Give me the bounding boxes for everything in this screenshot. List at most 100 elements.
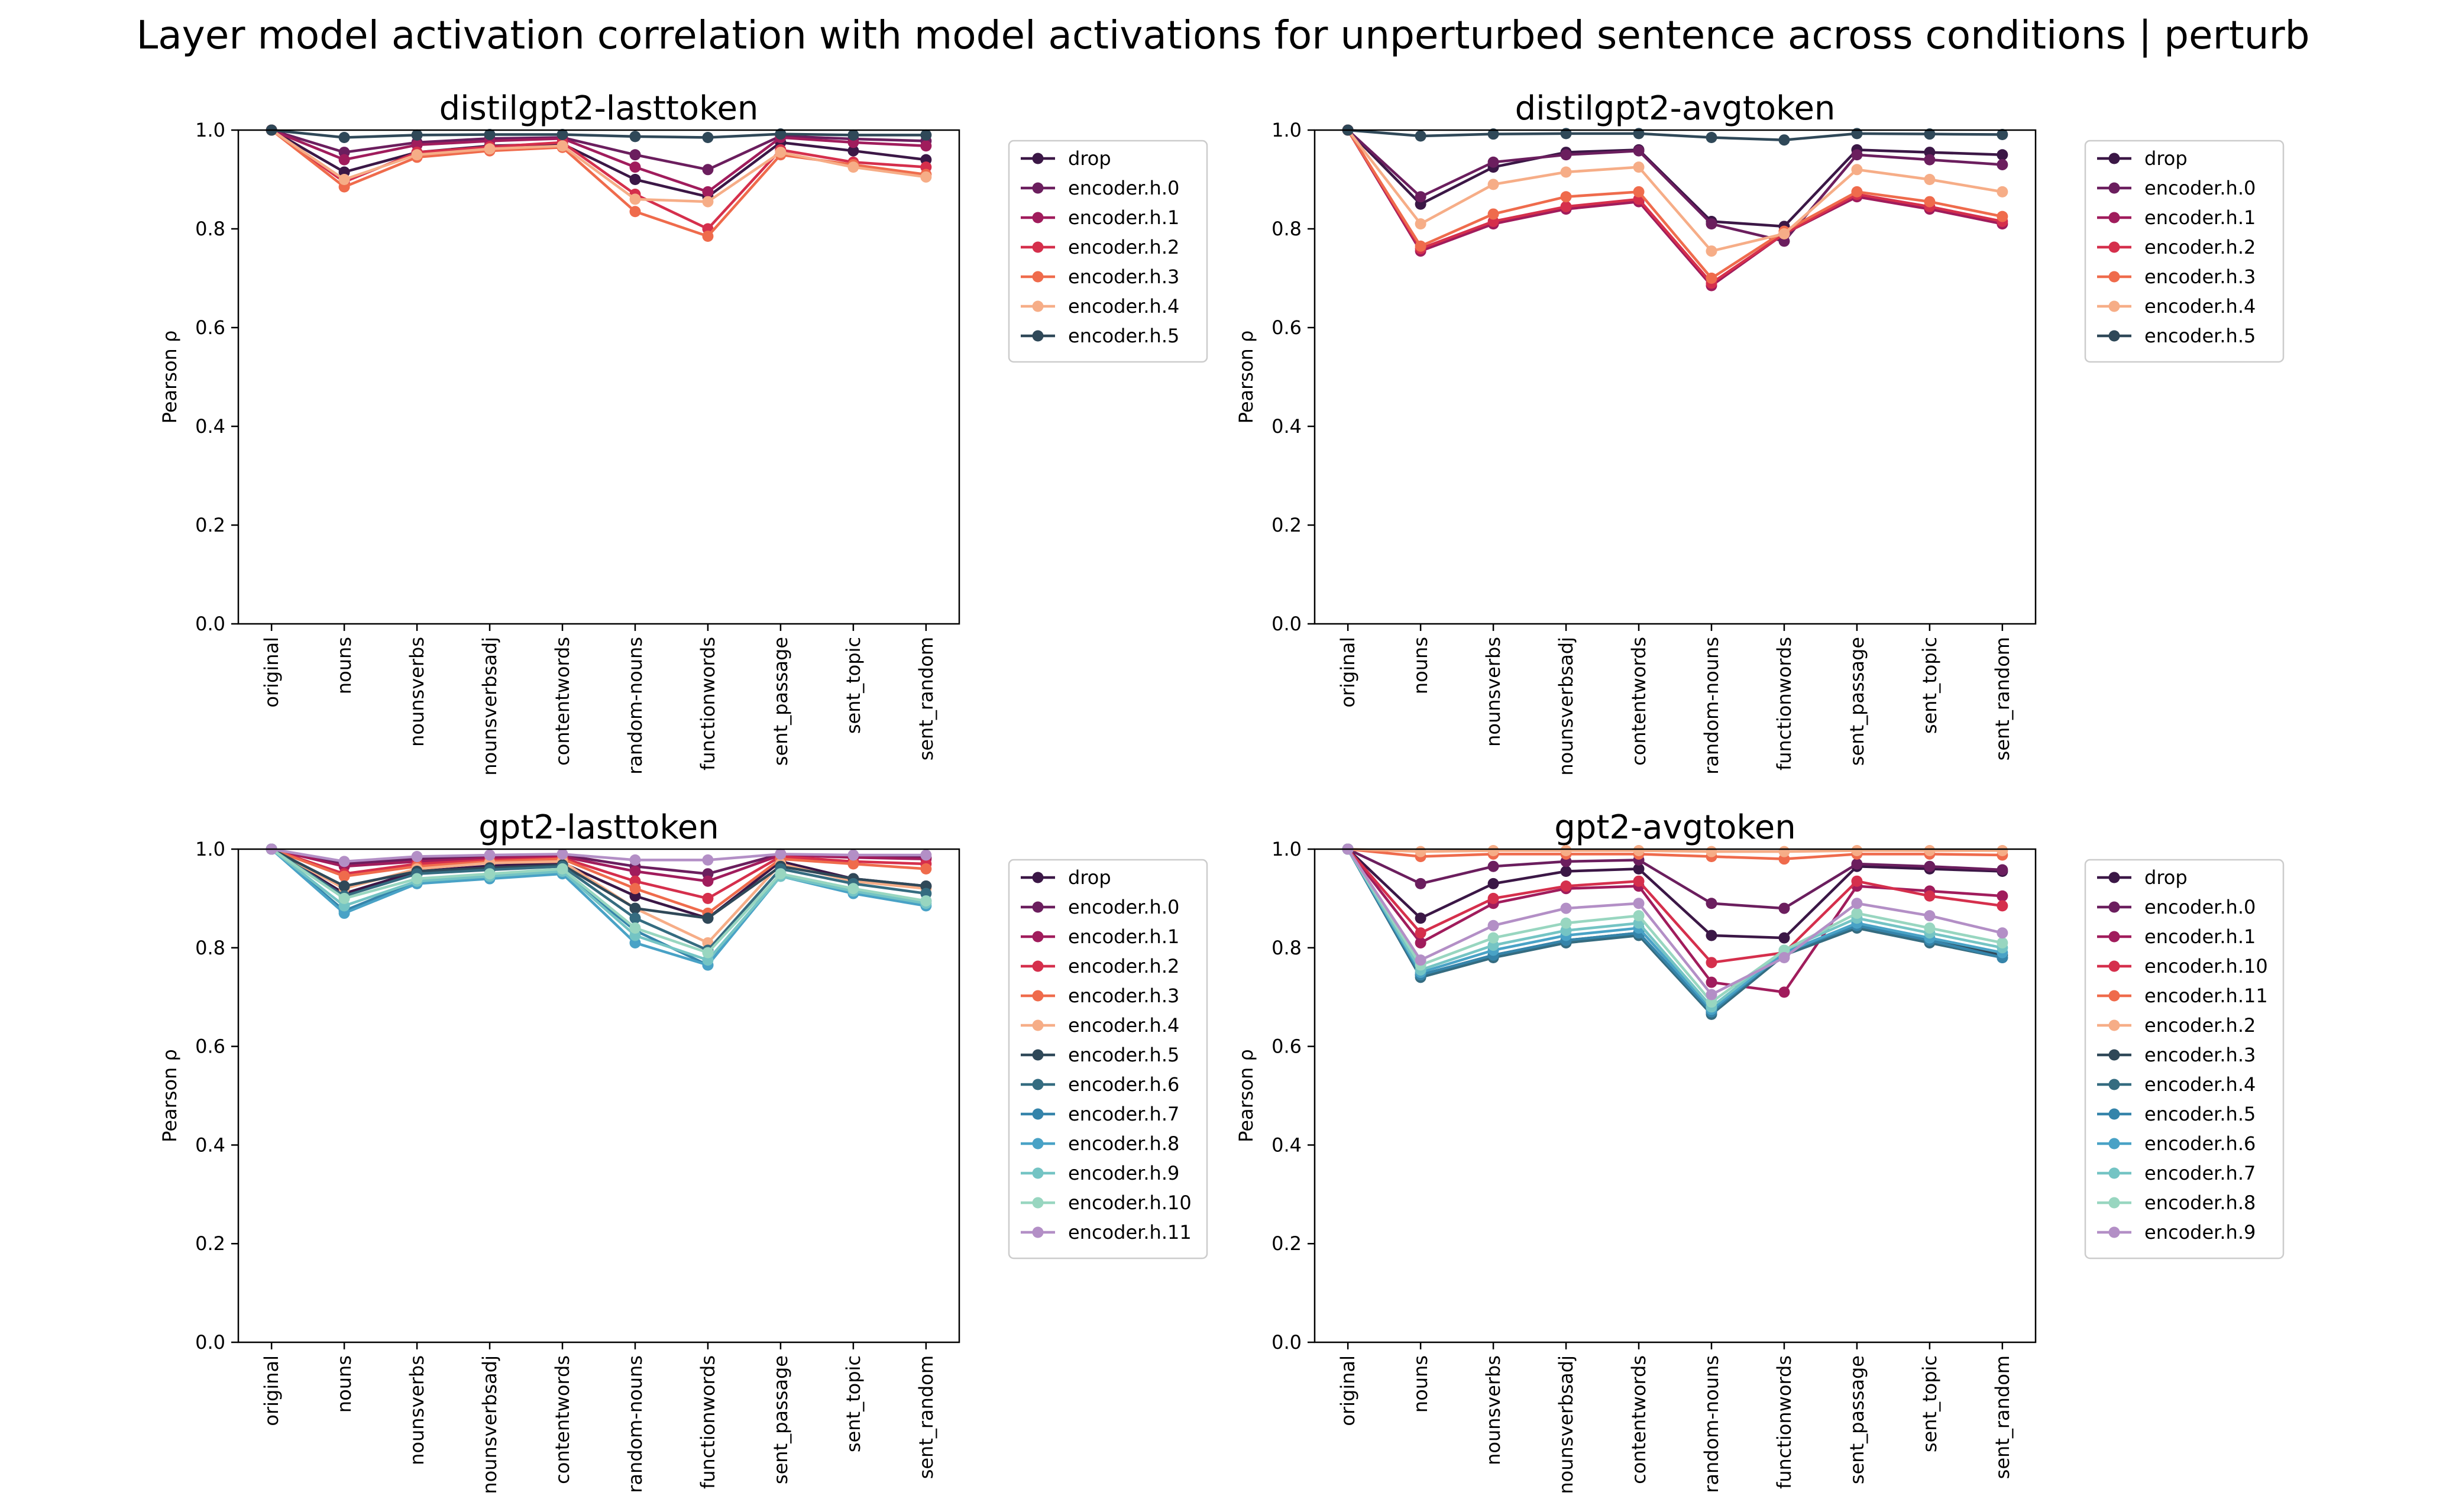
data-point — [920, 140, 932, 152]
y-tick-label: 0.4 — [1271, 1134, 1302, 1156]
chart-panel: distilgpt2-avgtoken 0.0 0.2 0.4 0.6 0.8 1.0 Pea… — [1235, 89, 2285, 776]
series-line — [271, 847, 926, 863]
data-point — [629, 149, 641, 161]
x-tick-label: contentwords — [551, 637, 574, 766]
legend-label: encoder.h.1 — [1068, 206, 1179, 229]
panel-title: distilgpt2-avgtoken — [1515, 89, 1836, 128]
data-point — [1415, 218, 1426, 230]
panel-title: distilgpt2-lasttoken — [439, 89, 759, 128]
data-point — [629, 854, 641, 866]
x-tick-label: sent_topic — [842, 637, 865, 734]
x-tick-label: sent_passage — [1846, 1355, 1868, 1484]
x-tick-label: functionwords — [1773, 637, 1795, 770]
x-tick-label: nouns — [333, 637, 355, 694]
data-point — [1778, 134, 1790, 146]
legend-marker — [1032, 1049, 1044, 1061]
data-point — [1560, 880, 1572, 892]
legend-entry: encoder.h.0 — [1021, 177, 1179, 199]
data-point — [1851, 875, 1863, 887]
y-tick-label: 0.8 — [195, 218, 225, 240]
x-tick-label: sent_passage — [769, 637, 792, 766]
legend-label: encoder.h.5 — [1068, 1044, 1179, 1066]
legend-entry: encoder.h.1 — [2097, 206, 2256, 229]
x-tick-label: sent_random — [915, 637, 937, 760]
series — [1342, 124, 2008, 146]
legend-marker — [2108, 1108, 2120, 1120]
data-point — [775, 147, 787, 158]
data-point — [1997, 927, 2008, 939]
data-point — [1560, 845, 1572, 857]
legend-entry: encoder.h.0 — [2097, 896, 2256, 918]
x-tick-label: original — [1337, 1355, 1359, 1426]
legend-entry: encoder.h.6 — [1021, 1073, 1179, 1096]
legend-marker — [2108, 1138, 2120, 1150]
data-point — [702, 854, 714, 866]
data-point — [1997, 149, 2008, 161]
plot-frame — [1313, 129, 2037, 625]
data-point — [338, 870, 350, 882]
legend-entry: encoder.h.9 — [1021, 1162, 1179, 1184]
data-point — [484, 143, 496, 155]
legend-entry: encoder.h.9 — [2097, 1221, 2256, 1244]
y-tick-label: 0.0 — [195, 613, 225, 635]
series-line — [1347, 848, 2003, 1014]
legend-entry: encoder.h.8 — [1021, 1132, 1179, 1155]
data-point — [1924, 890, 1936, 902]
legend-label: encoder.h.6 — [2144, 1132, 2256, 1155]
x-tick-label: contentwords — [1628, 637, 1650, 766]
legend-entry: encoder.h.2 — [2097, 1014, 2256, 1037]
y-tick-label: 1.0 — [1271, 838, 1302, 860]
legend-entry: encoder.h.11 — [1021, 1221, 1192, 1244]
legend-entry: encoder.h.5 — [1021, 325, 1179, 347]
data-point — [484, 849, 496, 861]
data-point — [557, 863, 568, 875]
y-tick-label: 0.0 — [195, 1331, 225, 1354]
legend-label: encoder.h.3 — [2144, 1044, 2256, 1066]
data-point — [338, 174, 350, 185]
data-point — [411, 873, 423, 885]
data-point — [1924, 845, 1936, 857]
data-point — [411, 149, 423, 161]
legend-label: encoder.h.0 — [2144, 177, 2256, 199]
legend-marker — [2108, 990, 2120, 1002]
legend-marker — [2108, 1049, 2120, 1061]
data-point — [1487, 878, 1499, 889]
data-point — [1487, 156, 1499, 168]
series-line — [1347, 848, 2003, 1011]
data-point — [484, 129, 496, 141]
x-tick-label: nounsverbsadj — [1555, 1355, 1577, 1494]
legend-label: drop — [1068, 866, 1111, 889]
series-line — [1348, 847, 2002, 853]
data-point — [1415, 878, 1426, 889]
data-point — [1997, 845, 2008, 857]
legend-marker — [1032, 330, 1044, 342]
x-tick-label: random-nouns — [624, 1355, 646, 1493]
legend-marker — [2108, 872, 2120, 883]
data-point — [1487, 845, 1499, 857]
data-point — [1560, 149, 1572, 161]
data-point — [1706, 273, 1717, 284]
y-tick-label: 0.2 — [195, 514, 225, 536]
data-point — [1560, 200, 1572, 212]
legend-label: encoder.h.5 — [1068, 325, 1179, 347]
data-point — [1997, 900, 2008, 912]
data-point — [1487, 860, 1499, 872]
legend-marker — [2108, 182, 2120, 194]
legend-label: drop — [1068, 147, 1111, 170]
legend-marker — [1032, 300, 1044, 312]
x-tick-label: functionwords — [1773, 1355, 1795, 1489]
legend-marker — [1032, 1167, 1044, 1179]
data-point — [1997, 129, 2008, 141]
data-point — [1560, 917, 1572, 929]
panel-title: gpt2-avgtoken — [1554, 808, 1796, 847]
data-point — [629, 161, 641, 173]
legend-label: encoder.h.7 — [1068, 1103, 1179, 1125]
legend-label: encoder.h.7 — [2144, 1162, 2256, 1184]
data-point — [1997, 186, 2008, 198]
chart-panel: gpt2-lasttoken 0.0 0.2 0.4 0.6 0.8 1.0 Pearson … — [158, 808, 1208, 1494]
data-point — [1851, 164, 1863, 176]
data-point — [920, 849, 932, 861]
x-tick-label: functionwords — [697, 637, 719, 770]
data-point — [702, 875, 714, 887]
data-point — [338, 856, 350, 867]
